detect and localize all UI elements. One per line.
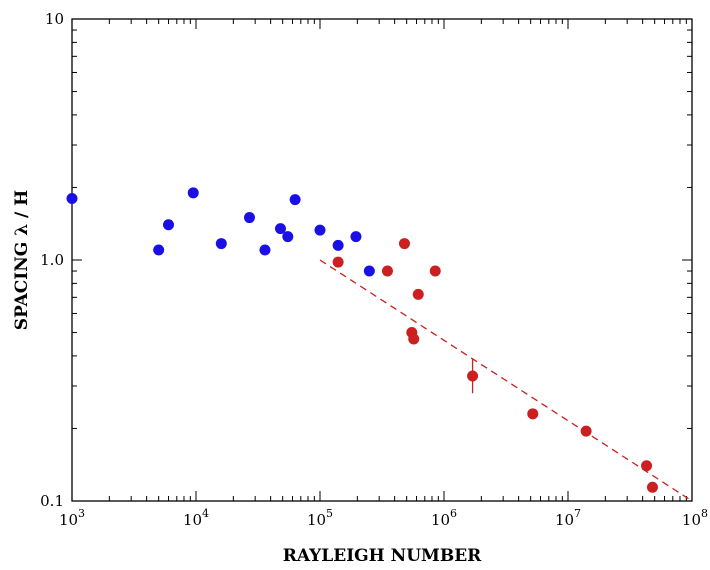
blue-data-point bbox=[162, 219, 174, 231]
blue-data-point bbox=[243, 212, 255, 224]
x-tick-exponent: 8 bbox=[701, 507, 708, 520]
red-data-point bbox=[646, 481, 658, 493]
blue-data-point bbox=[66, 192, 78, 204]
fit-line bbox=[319, 259, 693, 502]
red-data-point bbox=[429, 265, 441, 277]
red-data-point bbox=[398, 238, 410, 250]
x-tick-label: 105 bbox=[307, 507, 333, 529]
axis-ticks bbox=[71, 19, 692, 502]
red-data-point bbox=[412, 288, 424, 300]
blue-data-point bbox=[215, 238, 227, 250]
x-tick-base: 10 bbox=[555, 511, 574, 529]
red-data-point bbox=[332, 256, 344, 268]
blue-data-point bbox=[259, 244, 271, 256]
x-tick-exponent: 6 bbox=[450, 507, 457, 520]
x-axis-label: RAYLEIGH NUMBER bbox=[283, 546, 482, 566]
blue-data-point bbox=[153, 244, 165, 256]
y-tick-label: 1.0 bbox=[40, 251, 64, 269]
x-tick-base: 10 bbox=[431, 511, 450, 529]
red-data-point bbox=[381, 265, 393, 277]
blue-data-point bbox=[282, 231, 294, 243]
y-tick-label: 0.1 bbox=[40, 492, 64, 510]
x-tick-exponent: 7 bbox=[574, 507, 581, 520]
blue-data-point bbox=[363, 265, 375, 277]
x-tick-label: 106 bbox=[431, 507, 457, 529]
red-data-point bbox=[467, 370, 479, 382]
red-data-point bbox=[641, 460, 653, 472]
data-points bbox=[66, 187, 658, 493]
x-tick-label: 103 bbox=[59, 507, 85, 529]
x-tick-exponent: 5 bbox=[326, 507, 333, 520]
x-tick-base: 10 bbox=[682, 511, 701, 529]
x-tick-exponent: 3 bbox=[78, 507, 85, 520]
red-data-point bbox=[408, 333, 420, 345]
y-tick-label: 10 bbox=[45, 10, 64, 28]
y-axis-label: SPACING λ / H bbox=[12, 190, 32, 331]
blue-data-point bbox=[332, 239, 344, 251]
x-tick-label: 104 bbox=[183, 507, 209, 529]
x-tick-base: 10 bbox=[59, 511, 78, 529]
x-tick-label: 107 bbox=[555, 507, 581, 529]
x-tick-base: 10 bbox=[183, 511, 202, 529]
blue-data-point bbox=[187, 187, 199, 199]
plot-frame bbox=[71, 18, 693, 502]
red-data-point bbox=[527, 408, 539, 420]
x-tick-label: 108 bbox=[682, 507, 708, 529]
red-data-point bbox=[580, 425, 592, 437]
blue-data-point bbox=[289, 194, 301, 206]
fit-line-group bbox=[319, 259, 693, 502]
x-tick-exponent: 4 bbox=[202, 507, 209, 520]
blue-data-point bbox=[274, 223, 286, 235]
blue-data-point bbox=[314, 224, 326, 236]
blue-data-point bbox=[350, 231, 362, 243]
x-tick-base: 10 bbox=[307, 511, 326, 529]
